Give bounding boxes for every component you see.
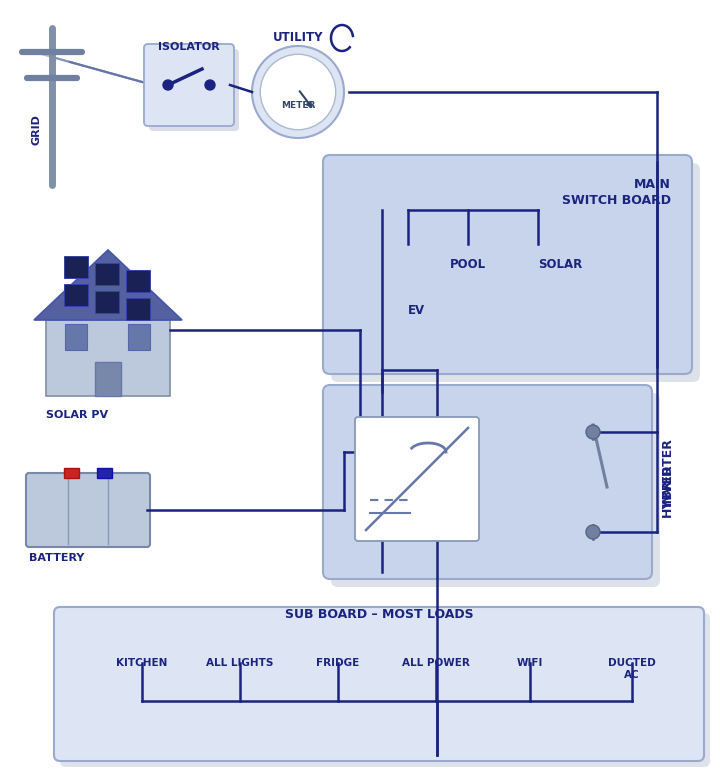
Text: DUCTED
AC: DUCTED AC [608, 658, 656, 680]
FancyBboxPatch shape [144, 44, 234, 126]
Text: SUB BOARD – MOST LOADS: SUB BOARD – MOST LOADS [284, 608, 473, 621]
Polygon shape [65, 324, 87, 350]
Text: WIFI: WIFI [517, 658, 543, 668]
Text: EV: EV [408, 304, 425, 317]
Polygon shape [126, 298, 150, 320]
Text: METER: METER [281, 101, 315, 111]
Circle shape [586, 425, 600, 439]
Text: SOLAR PV: SOLAR PV [46, 410, 108, 420]
FancyBboxPatch shape [149, 49, 239, 131]
Text: ISOLATOR: ISOLATOR [158, 42, 220, 52]
Text: FRIDGE: FRIDGE [316, 658, 359, 668]
Text: MAIN: MAIN [634, 178, 671, 191]
Text: POOL: POOL [450, 258, 486, 271]
Text: UTILITY: UTILITY [273, 31, 323, 44]
Polygon shape [95, 263, 119, 285]
Text: SWITCH BOARD: SWITCH BOARD [562, 194, 671, 207]
FancyBboxPatch shape [323, 155, 692, 374]
FancyBboxPatch shape [54, 607, 704, 761]
Polygon shape [95, 291, 119, 313]
Text: GRID: GRID [31, 115, 41, 146]
Circle shape [163, 80, 173, 90]
FancyBboxPatch shape [60, 613, 710, 767]
Text: HYBRID: HYBRID [660, 464, 673, 516]
Text: ALL POWER: ALL POWER [402, 658, 470, 668]
Polygon shape [46, 320, 170, 396]
Polygon shape [95, 362, 121, 396]
Circle shape [586, 525, 600, 539]
Bar [97, 468, 112, 478]
Text: ALL LIGHTS: ALL LIGHTS [207, 658, 274, 668]
FancyBboxPatch shape [355, 417, 479, 541]
FancyBboxPatch shape [26, 473, 150, 547]
FancyBboxPatch shape [331, 393, 660, 587]
Circle shape [261, 54, 336, 130]
Text: INVERTER: INVERTER [660, 437, 673, 506]
FancyBboxPatch shape [323, 385, 652, 579]
Bar [64, 468, 79, 478]
Polygon shape [128, 324, 150, 350]
Circle shape [252, 46, 344, 138]
Polygon shape [34, 250, 182, 320]
Text: BATTERY: BATTERY [29, 553, 84, 563]
Polygon shape [64, 256, 88, 278]
Polygon shape [126, 270, 150, 292]
Text: KITCHEN: KITCHEN [117, 658, 168, 668]
FancyBboxPatch shape [331, 163, 700, 382]
Text: SOLAR: SOLAR [538, 258, 582, 271]
Polygon shape [64, 284, 88, 306]
Circle shape [205, 80, 215, 90]
